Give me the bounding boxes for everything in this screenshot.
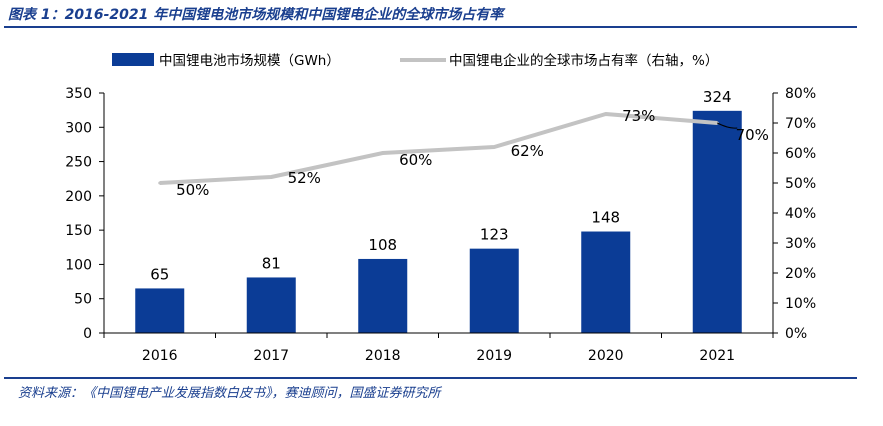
share-point-2018 xyxy=(381,151,385,155)
bar-2019 xyxy=(469,248,519,333)
bar-label-2019: 123 xyxy=(480,226,509,244)
legend-line-label: 中国锂电企业的全球市场占有率（右轴，%） xyxy=(449,52,718,69)
y-right-tick-label: 10% xyxy=(785,296,816,312)
x-tick-label-2018: 2018 xyxy=(365,348,401,364)
bar-2016 xyxy=(135,288,185,333)
share-label-2018: 60% xyxy=(399,151,432,169)
bar-2021 xyxy=(692,110,742,333)
x-tick-label-2017: 2017 xyxy=(253,348,289,364)
share-point-2020 xyxy=(604,112,608,116)
share-label-2016: 50% xyxy=(176,181,209,199)
share-label-2020: 73% xyxy=(622,107,655,125)
bar-label-2017: 81 xyxy=(262,254,281,272)
y-right-tick-label: 60% xyxy=(785,146,816,162)
share-line xyxy=(159,112,718,185)
bar-label-2018: 108 xyxy=(368,236,397,254)
source-rule xyxy=(4,377,857,379)
share-point-2016 xyxy=(158,181,162,185)
figure-title: 图表 1：2016-2021 年中国锂电池市场规模和中国锂电企业的全球市场占有率 xyxy=(8,7,504,23)
y-right-tick-label: 30% xyxy=(785,236,816,252)
y-right-tick-label: 20% xyxy=(785,266,816,282)
share-label-leader xyxy=(717,122,738,129)
y-left-tick-label: 300 xyxy=(65,120,92,136)
bar-2017 xyxy=(246,277,296,333)
y-left-tick-label: 0 xyxy=(83,326,92,342)
bar-2020 xyxy=(581,231,631,333)
share-point-2019 xyxy=(492,145,496,149)
x-tick-label-2021: 2021 xyxy=(699,348,735,364)
y-right-tick-label: 80% xyxy=(785,86,816,102)
bar-label-2020: 148 xyxy=(591,209,620,227)
y-right-tick-label: 70% xyxy=(785,116,816,132)
y-left-tick-label: 200 xyxy=(65,189,92,205)
x-tick-label-2019: 2019 xyxy=(476,348,512,364)
x-tick-label-2016: 2016 xyxy=(142,348,178,364)
y-left-tick-label: 50 xyxy=(74,292,92,308)
y-left-tick-label: 100 xyxy=(65,257,92,273)
x-tick-label-2020: 2020 xyxy=(588,348,624,364)
share-point-2017 xyxy=(269,175,273,179)
legend-bar-swatch xyxy=(112,53,154,66)
title-rule xyxy=(4,26,857,28)
y-left-tick-label: 350 xyxy=(65,86,92,102)
share-label-2017: 52% xyxy=(288,169,321,187)
y-right-tick-label: 50% xyxy=(785,176,816,192)
figure-source: 资料来源：《中国锂电产业发展指数白皮书》，赛迪顾问，国盛证券研究所 xyxy=(18,386,441,401)
share-label-2019: 62% xyxy=(511,142,544,160)
bar-label-2021: 324 xyxy=(703,88,732,106)
share-label-2021: 70% xyxy=(736,126,769,144)
y-right-tick-label: 40% xyxy=(785,206,816,222)
y-left-tick-label: 250 xyxy=(65,155,92,171)
y-right-tick-label: 0% xyxy=(785,326,807,342)
bar-label-2016: 65 xyxy=(150,265,169,283)
bar-2018 xyxy=(358,258,408,333)
y-left-tick-label: 150 xyxy=(65,223,92,239)
legend-bar-label: 中国锂电池市场规模（GWh） xyxy=(159,52,340,69)
